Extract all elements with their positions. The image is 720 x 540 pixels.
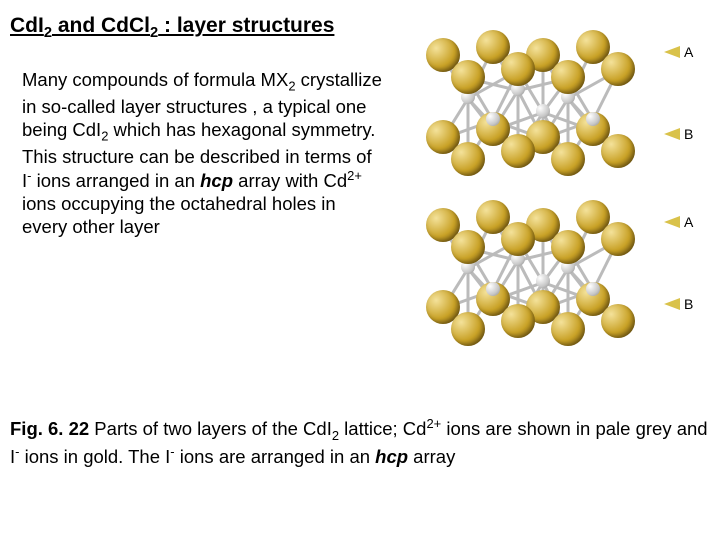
arrow-icon (664, 298, 680, 310)
iodide-atom (551, 60, 585, 94)
iodide-atom (551, 142, 585, 176)
structure-top (406, 30, 666, 180)
iodide-atom (451, 312, 485, 346)
iodide-atom (601, 52, 635, 86)
iodide-atom (451, 142, 485, 176)
iodide-atom (501, 222, 535, 256)
crystal-structure-figure: A B A B (406, 30, 708, 350)
iodide-atom (551, 312, 585, 346)
cadmium-atom (536, 104, 550, 118)
iodide-atom (501, 134, 535, 168)
page-title: CdI2 and CdCl2 : layer structures (10, 14, 334, 41)
iodide-atom (451, 60, 485, 94)
layer-arrow-b: B (664, 296, 693, 312)
layer-label: A (684, 44, 693, 60)
layer-label: B (684, 296, 693, 312)
cadmium-atom (586, 112, 600, 126)
body-paragraph: Many compounds of formula MX2 crystalliz… (22, 68, 382, 239)
arrow-icon (664, 128, 680, 140)
iodide-atom (601, 222, 635, 256)
layer-label: B (684, 126, 693, 142)
layer-label: A (684, 214, 693, 230)
iodide-atom (451, 230, 485, 264)
arrow-icon (664, 46, 680, 58)
iodide-atom (501, 304, 535, 338)
cadmium-atom (586, 282, 600, 296)
structure-bottom (406, 200, 666, 350)
layer-arrow-a: A (664, 214, 693, 230)
iodide-atom (601, 304, 635, 338)
layer-arrow-b: B (664, 126, 693, 142)
layer-arrow-a: A (664, 44, 693, 60)
cadmium-atom (486, 282, 500, 296)
cadmium-atom (536, 274, 550, 288)
iodide-atom (551, 230, 585, 264)
figure-caption: Fig. 6. 22 Parts of two layers of the Cd… (10, 416, 710, 468)
iodide-atom (501, 52, 535, 86)
cadmium-atom (486, 112, 500, 126)
arrow-icon (664, 216, 680, 228)
iodide-atom (601, 134, 635, 168)
